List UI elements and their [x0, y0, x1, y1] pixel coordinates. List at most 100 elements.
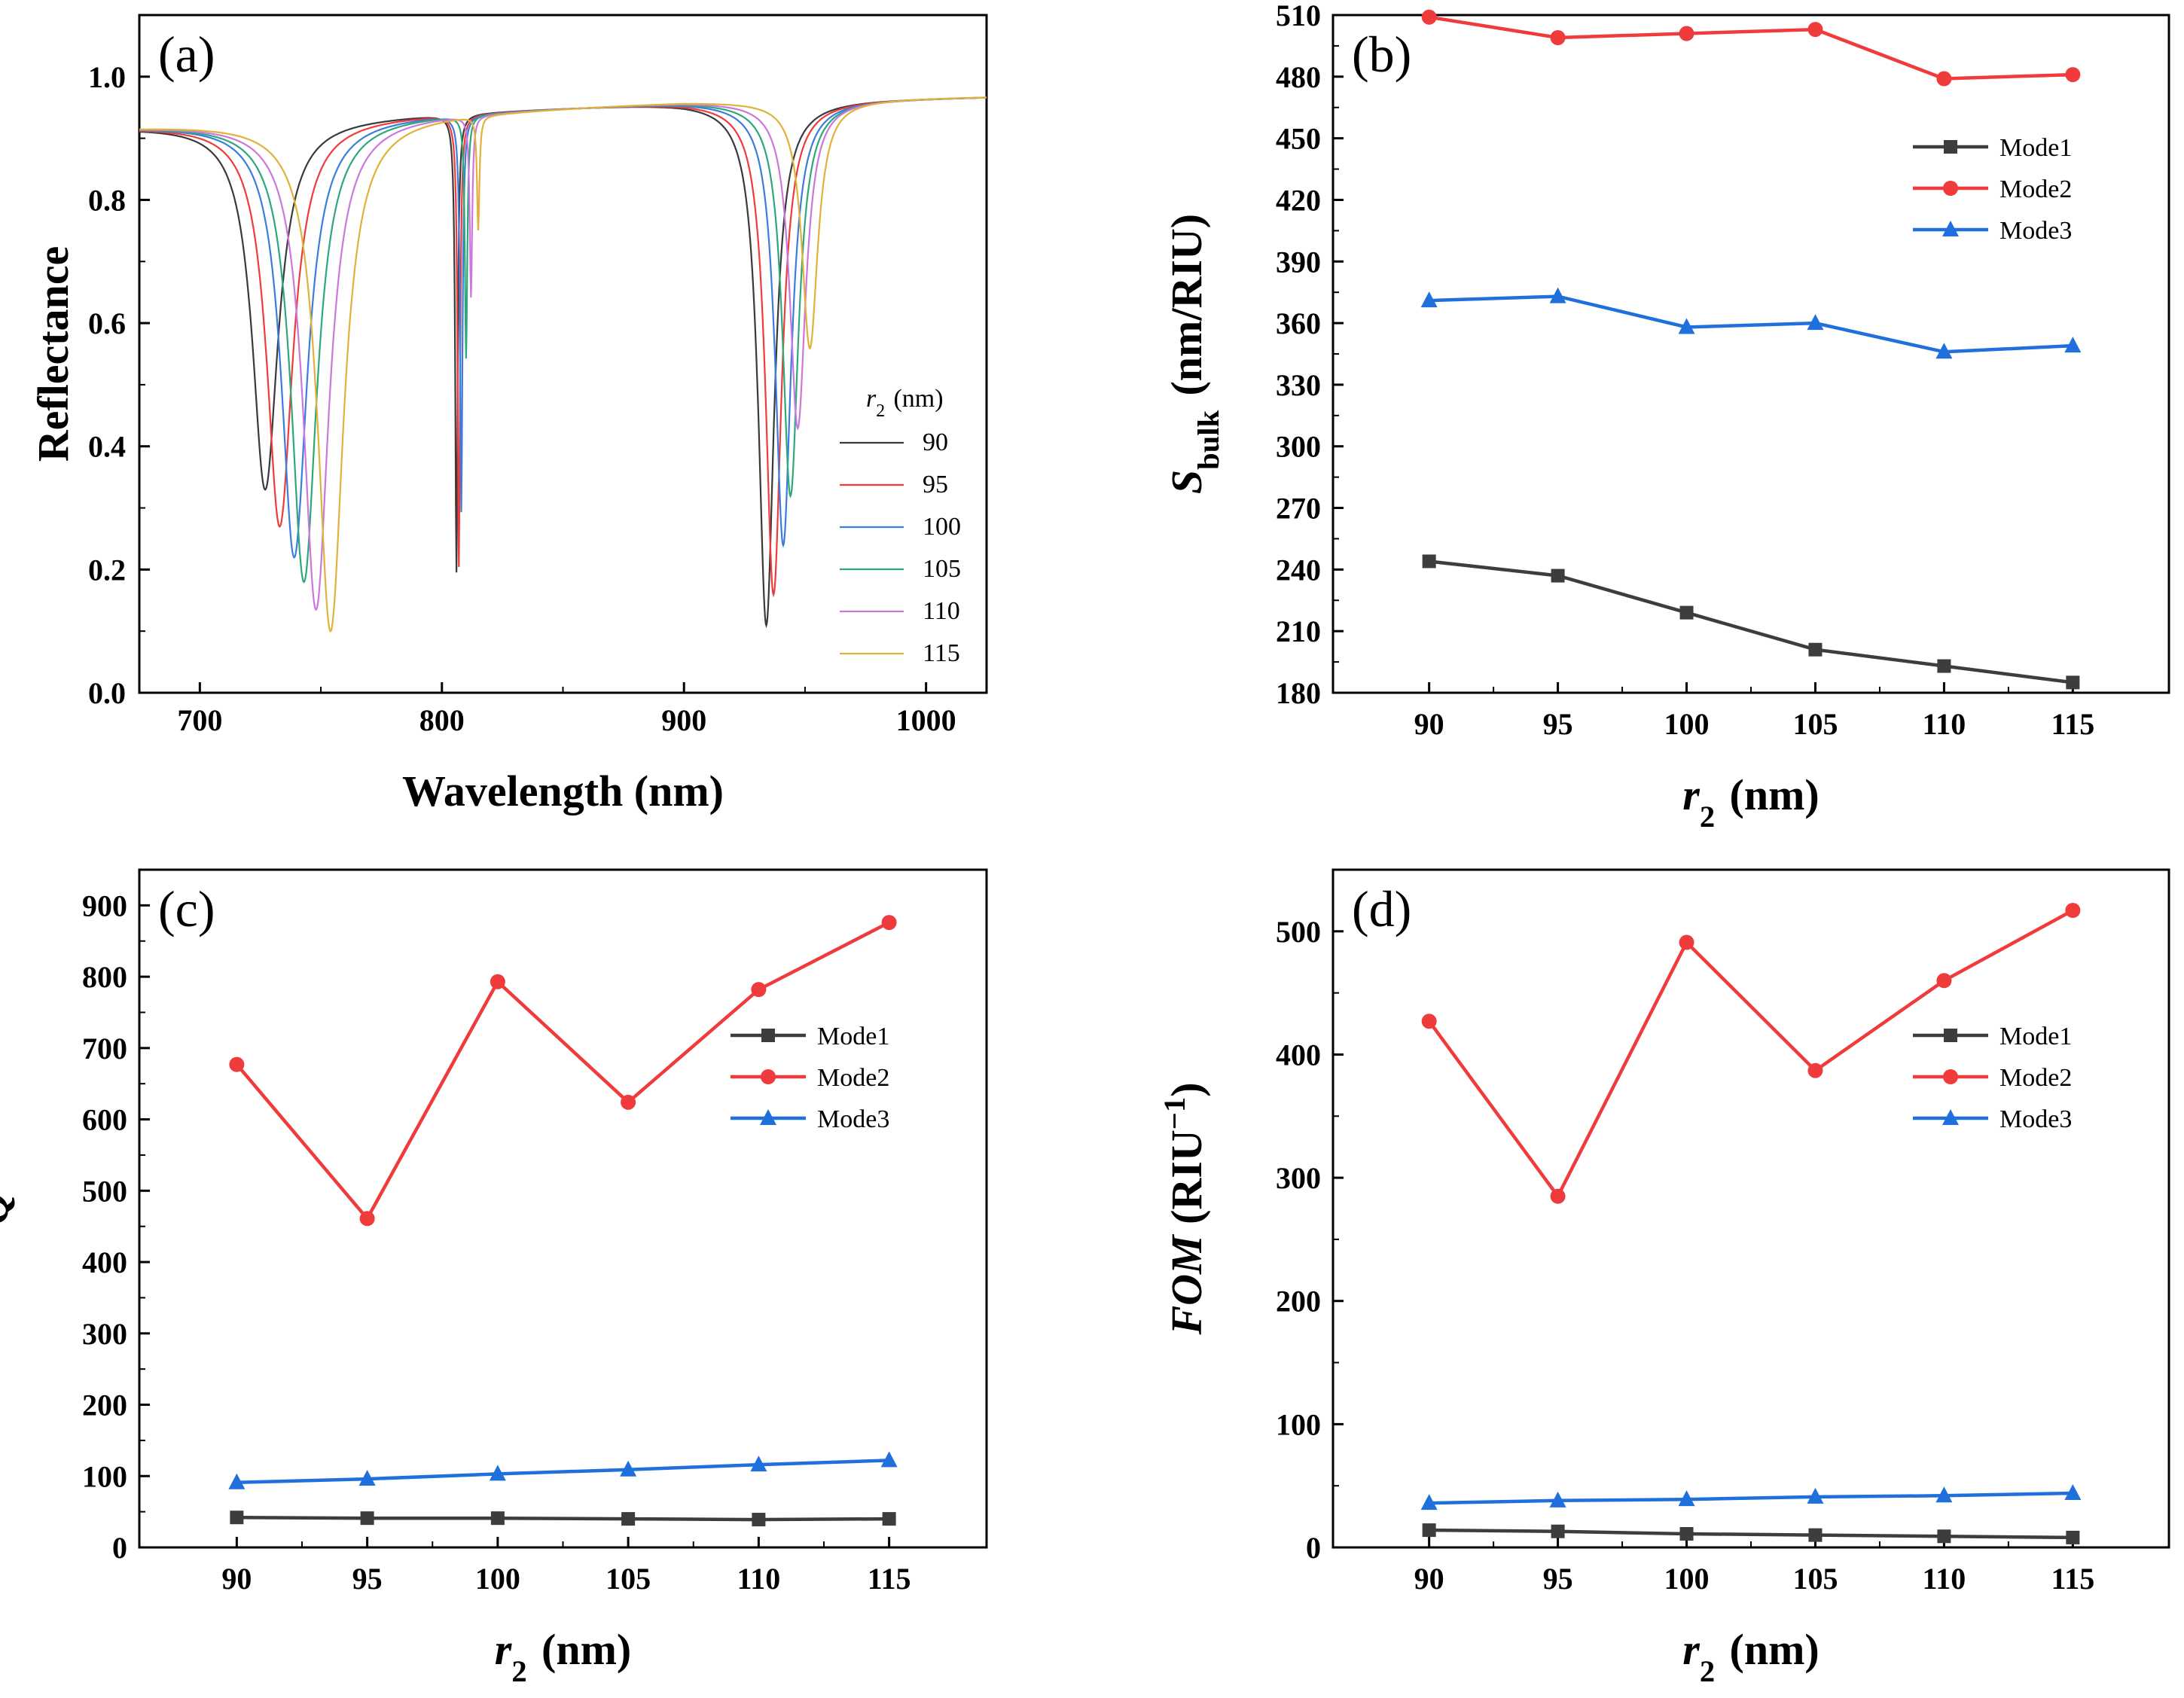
data-point-Mode2: [881, 915, 897, 931]
data-point-Mode3: [1807, 1487, 1824, 1504]
data-point-Mode2: [1421, 9, 1437, 25]
legend-marker-Mode2: [1943, 181, 1958, 196]
legend-label-Mode3: Mode3: [817, 1105, 889, 1133]
data-point-Mode1: [2066, 1530, 2080, 1544]
chart-panel-b: 90 95 100 105 110 115 180 210 240 270 300 330 360 390…: [1162, 0, 2170, 834]
series-line-Mode2: [235, 921, 890, 1222]
y-tick-label: 480: [1276, 60, 1321, 94]
legend-label-100: 100: [923, 513, 961, 541]
series-line-105: [139, 96, 987, 584]
y-tick-label: 600: [82, 1103, 127, 1137]
x-tick-label: 100: [1664, 707, 1710, 741]
y-tick-label: 0.8: [88, 183, 126, 217]
legend-label-105: 105: [923, 555, 961, 583]
data-point-Mode2: [2065, 67, 2081, 83]
data-point-Mode3: [1420, 291, 1438, 308]
data-point-Mode3: [750, 1456, 767, 1472]
legend-label-Mode1: Mode1: [1999, 134, 2072, 162]
data-point-Mode2: [1807, 22, 1823, 38]
data-point-Mode3: [2064, 1484, 2082, 1500]
x-tick-label: 105: [1792, 1562, 1838, 1596]
data-point-Mode1: [1679, 1527, 1694, 1541]
x-tick-label: 900: [661, 703, 706, 737]
x-tick-label: 110: [1923, 707, 1966, 741]
legend-marker-Mode2: [761, 1069, 776, 1084]
series-line-Mode3: [236, 1459, 889, 1485]
x-tick-label: 115: [2051, 1562, 2094, 1596]
y-tick-label: 300: [1276, 430, 1321, 464]
y-axis-title: FOM (RIU−1): [1158, 1082, 1212, 1335]
data-point-Mode2: [751, 982, 767, 998]
y-tick-label: 510: [1276, 0, 1321, 32]
data-point-Mode2: [1936, 71, 1952, 87]
y-tick-label: 400: [1276, 1038, 1321, 1072]
data-point-Mode2: [490, 974, 505, 989]
x-tick-label: 110: [737, 1562, 780, 1596]
x-tick-label: 700: [177, 703, 222, 737]
data-point-Mode3: [358, 1470, 376, 1486]
y-tick-label: 330: [1276, 368, 1321, 402]
y-axis-title: Sbulk (nm/RIU): [1162, 214, 1225, 494]
series-line-Mode2: [1429, 15, 2073, 81]
series-line-Mode2: [1427, 909, 2074, 1200]
data-point-Mode3: [1549, 287, 1566, 303]
data-point-Mode1: [360, 1511, 374, 1526]
chart-panel-a: 700 800 900 1000 0.0 0.2 0.4 0.6 0.8 1.0 r2 (nm) 90…: [29, 14, 988, 815]
data-point-Mode3: [1549, 1491, 1566, 1507]
y-tick-label: 1.0: [88, 60, 126, 94]
y-axis-title: Q: [0, 1193, 17, 1224]
data-point-Mode3: [1420, 1494, 1438, 1511]
x-tick-label: 1000: [896, 703, 956, 737]
y-tick-label: 180: [1276, 676, 1321, 710]
x-tick-label: 90: [1414, 707, 1444, 741]
data-point-Mode1: [1422, 554, 1436, 569]
data-point-Mode3: [2064, 337, 2082, 353]
data-point-Mode1: [490, 1511, 505, 1526]
data-point-Mode1: [1808, 1528, 1823, 1542]
data-point-Mode3: [880, 1451, 898, 1468]
data-point-Mode1: [1937, 659, 1951, 673]
legend-marker-Mode2: [1943, 1069, 1958, 1084]
y-tick-label: 300: [1276, 1161, 1321, 1195]
data-point-Mode3: [1678, 318, 1695, 334]
data-point-Mode3: [228, 1473, 246, 1489]
y-tick-label: 800: [82, 960, 127, 994]
y-tick-label: 200: [1276, 1285, 1321, 1318]
data-point-Mode1: [230, 1511, 244, 1525]
data-point-Mode2: [229, 1056, 245, 1072]
legend-marker-Mode3: [1942, 1109, 1959, 1125]
legend-label-Mode2: Mode2: [1999, 175, 2072, 203]
data-point-Mode1: [1422, 1523, 1436, 1538]
data-point-Mode2: [1807, 1062, 1823, 1078]
data-point-Mode2: [2065, 903, 2081, 918]
data-point-Mode1: [882, 1512, 896, 1526]
legend-label-Mode3: Mode3: [1999, 1105, 2072, 1133]
data-point-Mode2: [1421, 1014, 1437, 1029]
y-tick-label: 100: [1276, 1407, 1321, 1441]
data-point-Mode2: [1550, 1188, 1566, 1204]
y-tick-label: 500: [82, 1174, 127, 1208]
y-tick-label: 420: [1276, 183, 1321, 217]
panel-label: (a): [158, 26, 215, 83]
y-tick-label: 200: [82, 1389, 127, 1422]
data-point-Mode3: [1678, 1490, 1695, 1507]
x-axis-title: Wavelength (nm): [402, 767, 724, 815]
x-tick-label: 115: [2051, 707, 2094, 741]
x-tick-label: 100: [1664, 1562, 1710, 1596]
x-tick-label: 105: [1792, 707, 1838, 741]
data-point-Mode1: [2066, 675, 2080, 690]
data-point-Mode2: [621, 1094, 636, 1110]
x-tick-label: 95: [1543, 707, 1573, 741]
legend-label-115: 115: [923, 639, 960, 667]
data-point-Mode2: [1550, 30, 1566, 45]
data-point-Mode2: [1936, 973, 1952, 989]
y-tick-label: 400: [82, 1245, 127, 1279]
legend-label-Mode1: Mode1: [1999, 1023, 2072, 1050]
plot-frame: [1331, 868, 2170, 1549]
y-tick-label: 0: [1306, 1531, 1321, 1565]
legend-label-Mode2: Mode2: [1999, 1064, 2072, 1092]
panel-label: (c): [158, 880, 215, 937]
x-tick-label: 800: [419, 703, 465, 737]
legend-label-110: 110: [923, 597, 960, 625]
data-point-Mode2: [359, 1211, 375, 1227]
